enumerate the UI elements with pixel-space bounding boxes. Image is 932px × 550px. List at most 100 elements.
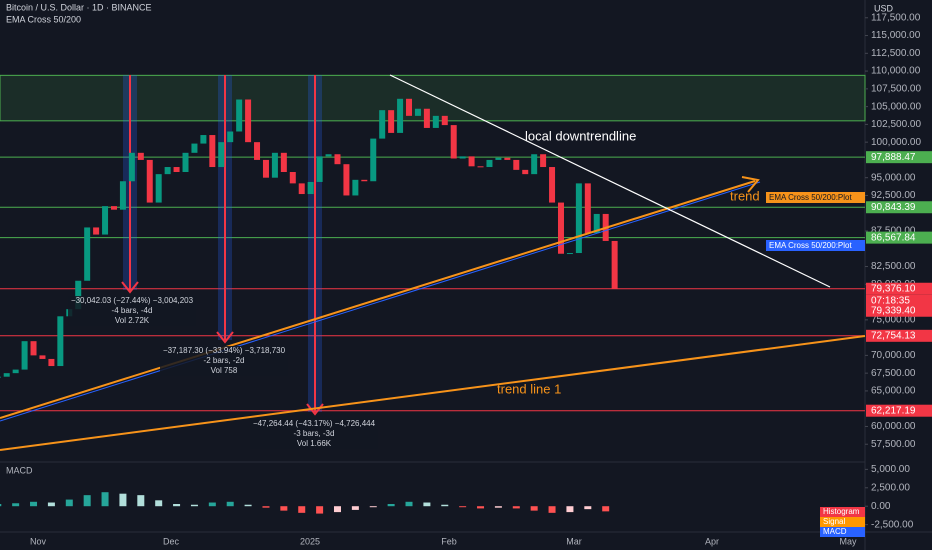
macd-legend: MACD [823, 527, 847, 536]
plot-label-box [766, 192, 865, 203]
candle [379, 110, 386, 139]
candle [575, 183, 582, 254]
macd-bar [137, 495, 145, 507]
candle [414, 108, 421, 116]
macd-legend: Signal [823, 517, 845, 526]
macd-bar [262, 506, 270, 508]
macd-bar [65, 499, 73, 507]
level-label-box [866, 329, 932, 342]
candle [227, 131, 234, 143]
y-tick-label: 92,500.00 [871, 190, 916, 201]
candle [271, 152, 278, 178]
plot-label: EMA Cross 50/200:Plot [769, 241, 852, 250]
plot-label: EMA Cross 50/200:Plot [769, 193, 852, 202]
macd-bar [369, 506, 377, 508]
candle [146, 159, 153, 203]
candle [218, 142, 225, 168]
plot-label-box [766, 240, 865, 251]
level-label: 97,888.47 [871, 152, 916, 163]
candle [30, 341, 37, 356]
macd-bar [244, 504, 252, 507]
annotation-text: -3 bars, -3d [294, 429, 335, 438]
candle [486, 159, 493, 168]
candle [531, 154, 538, 175]
candle [397, 98, 404, 133]
countdown: 07:18:35 [871, 295, 910, 306]
candle [325, 154, 332, 157]
level-label: 72,754.13 [871, 330, 916, 341]
symbol-title: Bitcoin / U.S. Dollar · 1D · BINANCE [6, 2, 152, 12]
y-tick-label: 100,000.00 [871, 137, 921, 148]
candle [540, 154, 547, 168]
macd-title: MACD [6, 465, 33, 475]
macd-bar [602, 506, 610, 512]
macd-tick-label: 0.00 [871, 501, 891, 512]
candle [522, 169, 529, 175]
candle [450, 125, 457, 159]
candle [280, 152, 287, 173]
candle [370, 138, 377, 182]
level-label-box [866, 282, 932, 295]
candle [110, 206, 117, 210]
candle [262, 159, 269, 178]
macd-tick-label: 2,500.00 [871, 482, 910, 493]
x-tick-label: Apr [705, 536, 719, 546]
arrow-head [121, 281, 139, 294]
level-label: 79,376.10 [871, 283, 916, 294]
macd-bar [566, 506, 574, 513]
y-tick-label: 67,500.00 [871, 368, 916, 379]
macd-tick-label: 5,000.00 [871, 464, 910, 475]
candle [584, 183, 591, 234]
macd-bar [512, 506, 520, 509]
macd-legend-box [820, 507, 865, 517]
y-tick-label: 115,000.00 [871, 30, 921, 41]
candle [289, 172, 296, 184]
y-tick-label: 110,000.00 [871, 66, 921, 77]
candle [459, 156, 466, 159]
candle [611, 240, 618, 289]
annotation-box [250, 419, 378, 449]
macd-bar [226, 501, 234, 507]
candle [155, 174, 162, 203]
candle [57, 316, 64, 367]
macd-bar [298, 506, 306, 513]
y-tick-label: 105,000.00 [871, 101, 921, 112]
level-label-box [866, 404, 932, 417]
annotation-text: Vol 758 [211, 366, 238, 375]
y-tick-label: 65,000.00 [871, 386, 916, 397]
x-tick-label: Nov [30, 536, 47, 546]
candle [477, 166, 484, 168]
arrow-head [216, 331, 234, 344]
candle [557, 202, 564, 254]
candle [173, 167, 180, 173]
macd-bar [548, 506, 556, 513]
candle [245, 99, 252, 143]
candle [75, 280, 82, 310]
candle [513, 159, 520, 170]
macd-bar [0, 504, 2, 507]
currency: USD [874, 3, 894, 13]
x-tick-label: May [839, 536, 857, 546]
macd-legend-box [820, 517, 865, 527]
y-tick-label: 107,500.00 [871, 83, 921, 94]
x-tick-label: 2025 [300, 536, 320, 546]
candle [316, 156, 323, 182]
y-tick-label: 82,500.00 [871, 261, 916, 272]
downtrend-label: local downtrendline [525, 128, 636, 143]
annotation-text: −30,042.03 (−27.44%) −3,004,203 [71, 296, 194, 305]
macd-bar [333, 506, 341, 513]
candle [307, 181, 314, 195]
macd-legend-box [820, 527, 865, 537]
candle [495, 157, 502, 160]
candle [191, 143, 198, 153]
candle [128, 152, 135, 182]
candle [102, 206, 109, 235]
zone [0, 74, 866, 122]
y-tick-label: 112,500.00 [871, 48, 921, 59]
candle [21, 341, 28, 370]
y-tick-label: 60,000.00 [871, 421, 916, 432]
y-tick-label: 87,500.00 [871, 226, 916, 237]
candle [0, 376, 1, 378]
y-tick-label: 102,500.00 [871, 119, 921, 130]
candle [298, 183, 305, 195]
